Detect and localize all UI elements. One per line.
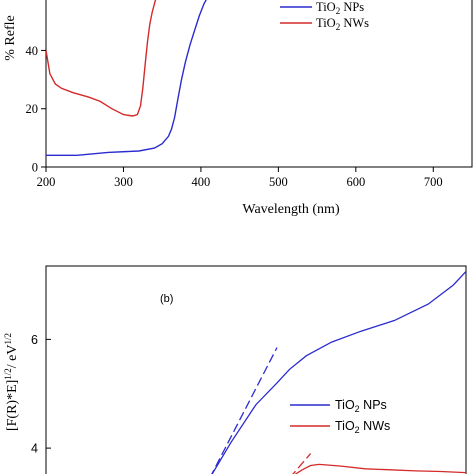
tauc-line-nws	[294, 463, 466, 474]
plot-frame-b	[45, 265, 467, 474]
x-tick-label: 400	[192, 175, 211, 189]
y-ticks-a: 0 20 40	[26, 44, 46, 175]
x-ticks-a: 200 300 400 500 600 700	[37, 167, 443, 189]
x-tick-label: 600	[346, 175, 365, 189]
y-tick-label: 20	[26, 102, 39, 116]
y-ticks-b: 46	[31, 333, 51, 456]
y-axis-title-a: % Refle	[3, 15, 18, 60]
reflectance-series	[46, 0, 207, 157]
plot-frame-a	[45, 0, 473, 168]
legend-a: TiO2 NPs TiO2 NWs	[280, 0, 369, 32]
fit-line	[211, 347, 278, 474]
y-tick-label: 40	[26, 44, 39, 58]
y-tick-label-b: 4	[31, 442, 38, 456]
legend-label-nws: TiO2 NWs	[316, 16, 369, 32]
x-tick-label: 500	[269, 175, 288, 189]
tauc-chart: 46 (b) [F(R)*E]1/2/ eV1/2 TiO2 NPs TiO2 …	[3, 265, 467, 474]
y-tick-label-b: 6	[31, 333, 38, 347]
legend-label-nps: TiO2 NPs	[316, 0, 364, 16]
legend-b: TiO2 NPs TiO2 NWs	[290, 398, 390, 435]
tauc-line-nps	[211, 270, 466, 474]
y-axis-title-b: [F(R)*E]1/2/ eV1/2	[3, 333, 20, 431]
x-tick-label: 300	[114, 175, 133, 189]
legend-label-nws-b: TiO2 NWs	[335, 419, 390, 435]
legend-label-nps-b: TiO2 NPs	[335, 398, 387, 414]
tauc-series	[211, 270, 466, 474]
panel-label-b: (b)	[160, 293, 173, 305]
x-tick-label: 200	[37, 175, 56, 189]
x-axis-title-a: Wavelength (nm)	[242, 202, 340, 217]
series-line-nws	[46, 0, 157, 117]
y-tick-label: 0	[32, 161, 38, 175]
x-tick-label: 700	[424, 175, 443, 189]
reflectance-chart: 200 300 400 500 600 700 0 20 40 Wavelength (nm)…	[3, 0, 473, 217]
series-line-nps	[46, 0, 207, 157]
